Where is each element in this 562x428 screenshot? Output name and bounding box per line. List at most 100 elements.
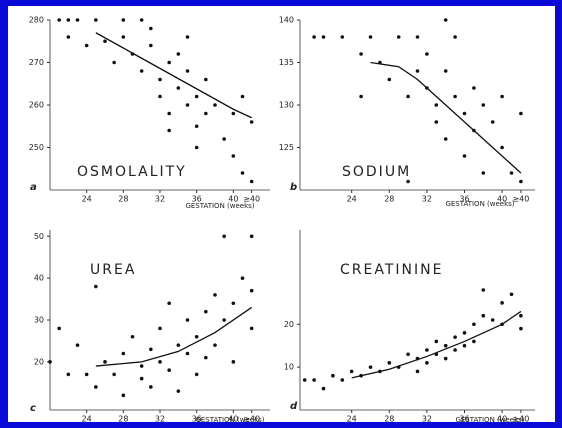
data-point: [240, 276, 245, 280]
data-point: [443, 69, 448, 73]
data-point: [194, 372, 199, 377]
data-point: [158, 326, 162, 331]
data-point: [149, 26, 153, 31]
x-axis-label: GESTATION (weeks): [195, 416, 264, 424]
data-point: [204, 111, 208, 116]
x-tick-label: 32: [422, 195, 432, 204]
data-point: [302, 378, 307, 382]
data-point: [84, 43, 89, 48]
x-tick-label: 40: [228, 415, 238, 424]
data-point: [167, 111, 171, 116]
x-tick-label: 36: [459, 415, 469, 424]
x-tick-label: 36: [459, 195, 469, 204]
data-point: [415, 356, 420, 361]
x-tick-label: 24: [82, 195, 92, 204]
data-point: [249, 179, 254, 184]
data-point: [167, 60, 171, 65]
data-point: [443, 18, 448, 22]
data-point: [167, 128, 171, 133]
y-tick-label: 10: [284, 363, 294, 372]
data-point: [121, 18, 126, 22]
data-point: [415, 69, 420, 73]
data-point: [185, 69, 190, 73]
data-point: [425, 361, 429, 365]
data-point: [462, 154, 467, 158]
data-point: [340, 35, 345, 39]
data-point: [176, 389, 181, 393]
data-point: [121, 393, 126, 398]
data-point: [75, 343, 80, 347]
data-point: [331, 373, 335, 378]
y-tick-label: 140: [279, 16, 294, 25]
data-point: [368, 365, 373, 369]
data-point: [94, 284, 98, 289]
data-point: [222, 137, 226, 141]
data-point: [204, 355, 208, 360]
x-tick-label: 24: [347, 415, 357, 424]
data-point: [406, 94, 410, 99]
data-point: [185, 103, 190, 107]
data-point: [490, 120, 495, 124]
data-point: [149, 347, 153, 352]
data-point: [500, 322, 504, 327]
x-tick-label: 32: [422, 415, 432, 424]
data-point: [57, 18, 61, 22]
y-tick-label: 40: [34, 274, 44, 283]
data-point: [112, 372, 116, 377]
data-point: [472, 128, 476, 133]
data-point: [462, 343, 467, 348]
data-point: [249, 326, 254, 331]
data-point: [66, 35, 71, 39]
y-tick-label: 125: [279, 143, 294, 152]
data-point: [231, 154, 236, 158]
y-tick-label: 20: [34, 357, 44, 366]
panel-title: CREATININE: [340, 262, 443, 278]
x-tick-label: 28: [118, 195, 128, 204]
data-point: [434, 339, 439, 344]
data-point: [472, 86, 476, 90]
trend-line: [370, 61, 522, 174]
data-point: [103, 360, 107, 364]
data-point: [231, 111, 236, 116]
x-tick-label: 32: [155, 415, 165, 424]
data-point: [57, 326, 61, 331]
data-point: [462, 111, 467, 116]
data-point: [66, 18, 71, 22]
data-point: [509, 292, 514, 297]
data-point: [66, 372, 71, 377]
data-point: [249, 234, 254, 239]
x-axis-label: GESTATION (weeks): [455, 416, 524, 424]
y-tick-label: 30: [34, 316, 44, 325]
data-point: [378, 60, 382, 65]
y-tick-label: 20: [284, 320, 294, 329]
data-point: [453, 348, 457, 352]
x-tick-label: 32: [155, 195, 165, 204]
x-tick-label: 24: [82, 415, 92, 424]
data-point: [378, 369, 382, 374]
x-tick-label: 36: [192, 195, 202, 204]
panel-letter: b: [290, 182, 297, 193]
trend-line: [95, 306, 253, 367]
data-point: [204, 309, 208, 314]
data-point: [194, 145, 199, 150]
y-tick-label: 260: [29, 101, 44, 110]
data-point: [249, 288, 254, 293]
data-point: [240, 94, 245, 99]
data-point: [519, 326, 523, 331]
data-point: [194, 124, 199, 129]
y-tick-label: 280: [29, 16, 44, 25]
data-point: [425, 348, 429, 352]
data-point: [425, 52, 429, 56]
data-point: [48, 360, 52, 364]
data-point: [359, 373, 363, 378]
data-point: [213, 103, 217, 107]
x-axis-label: GESTATION (weeks): [185, 202, 254, 210]
data-point: [94, 385, 98, 389]
paper: [8, 6, 555, 422]
x-tick-label: ≥40: [243, 415, 260, 424]
data-point: [519, 313, 523, 318]
data-point: [176, 52, 181, 56]
data-point: [176, 86, 181, 90]
data-point: [158, 94, 162, 99]
